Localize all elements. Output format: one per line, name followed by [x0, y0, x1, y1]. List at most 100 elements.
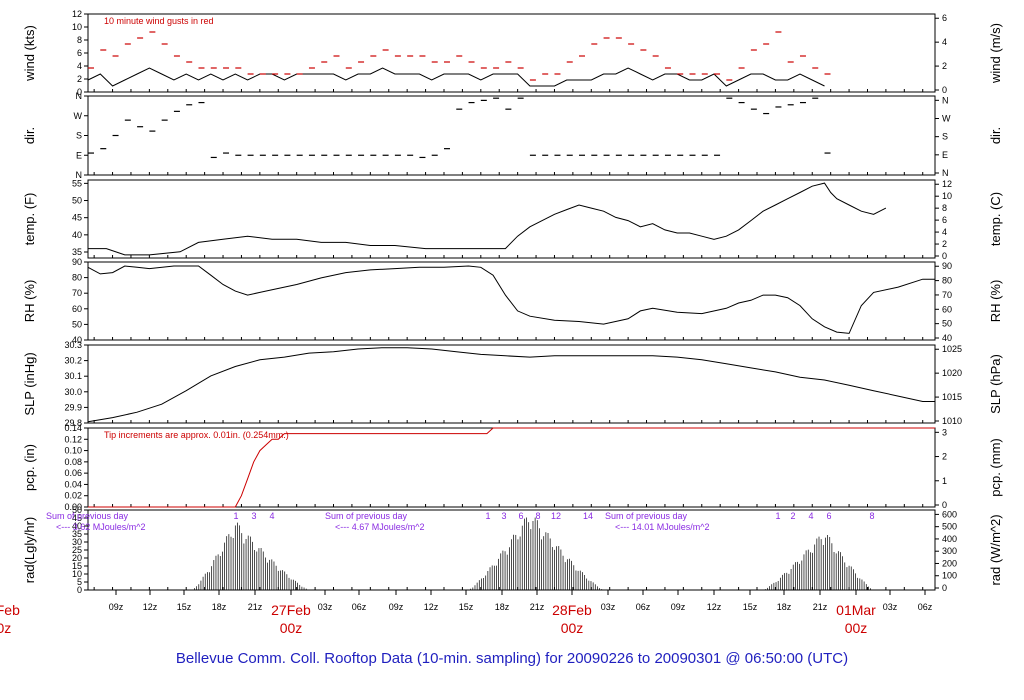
ytick-label-left-wind: 8: [77, 35, 82, 45]
day-sublabel: 00z: [845, 620, 868, 636]
ytick-label-right-temp: 10: [942, 191, 952, 201]
ytick-label-left-rh: 90: [72, 257, 82, 267]
ytick-label-left-pcp: 0.08: [64, 457, 82, 467]
ytick-label-left-pcp: 0.02: [64, 491, 82, 501]
ytick-label-right-slp: 1015: [942, 392, 962, 402]
ytick-label-right-wind: 2: [942, 61, 947, 71]
ytick-label-left-pcp: 0.10: [64, 446, 82, 456]
ytick-label-left-slp: 29.8: [64, 418, 82, 428]
ytick-label-left-dir: S: [76, 131, 82, 141]
ytick-label-left-rh: 80: [72, 273, 82, 283]
ytick-label-left-slp: 29.9: [64, 402, 82, 412]
xtick-label: 06z: [918, 602, 933, 612]
ytick-label-right-rad: 500: [942, 522, 957, 532]
rad-hour-mark: 1: [485, 511, 490, 521]
ylabel-right-dir: dir.: [988, 127, 1003, 144]
ylabel-left-dir: dir.: [22, 127, 37, 144]
ytick-label-left-wind: 12: [72, 9, 82, 19]
series-line-wind-0: [87, 67, 825, 87]
panel-frame-rh: [87, 261, 936, 341]
rad-hour-mark: 14: [583, 511, 593, 521]
ytick-label-right-rh: 70: [942, 290, 952, 300]
rad-hour-mark: 8: [535, 511, 540, 521]
ytick-label-left-rh: 60: [72, 304, 82, 314]
ylabel-left-wind: wind (kts): [22, 25, 37, 82]
ytick-label-left-temp: 55: [72, 178, 82, 188]
ytick-label-left-pcp: 0.06: [64, 468, 82, 478]
ylabel-right-rad: rad (W/m^2): [988, 514, 1003, 585]
ytick-label-left-slp: 30.3: [64, 340, 82, 350]
rad-annotation-title: Sum of previous day: [605, 511, 688, 521]
rad-hour-mark: 8: [869, 511, 874, 521]
ytick-label-right-pcp: 3: [942, 427, 947, 437]
xtick-label: 06z: [352, 602, 367, 612]
series-line-temp-0: [88, 182, 887, 256]
ytick-label-right-dir: W: [942, 113, 951, 123]
ytick-label-right-temp: 2: [942, 239, 947, 249]
ytick-label-right-temp: 8: [942, 203, 947, 213]
ylabel-left-temp: temp. (F): [22, 193, 37, 246]
ytick-label-right-dir: N: [942, 168, 949, 178]
series-line-slp-0: [87, 347, 935, 423]
day-label: 27Feb: [271, 602, 311, 618]
xtick-label: 15z: [177, 602, 192, 612]
xtick-label: 15z: [743, 602, 758, 612]
rad-hour-mark: 6: [826, 511, 831, 521]
panel-frame-slp: [87, 344, 936, 424]
series-line-pcp-0: [88, 427, 935, 508]
ytick-label-right-rad: 100: [942, 571, 957, 581]
ytick-label-left-rad: 45: [72, 513, 82, 523]
ytick-label-left-slp: 30.2: [64, 356, 82, 366]
ytick-label-right-slp: 1010: [942, 416, 962, 426]
ytick-label-right-dir: S: [942, 132, 948, 142]
ytick-label-right-rad: 0: [942, 583, 947, 593]
panel-frame-wind: [87, 13, 936, 93]
rad-annotation-sum: <--- 14.01 MJoules/m^2: [615, 522, 710, 532]
ytick-label-left-dir: W: [74, 111, 83, 121]
ytick-label-left-dir: N: [76, 170, 83, 180]
rad-hour-mark: 6: [518, 511, 523, 521]
xtick-label: 03z: [318, 602, 333, 612]
ytick-label-left-rad: 50: [72, 505, 82, 515]
ytick-label-right-dir: E: [942, 150, 948, 160]
ytick-label-left-rh: 40: [72, 335, 82, 345]
ylabel-right-slp: SLP (hPa): [988, 354, 1003, 414]
ytick-label-left-rad: 40: [72, 521, 82, 531]
day-label: 28Feb: [552, 602, 592, 618]
rad-hour-mark: 12: [551, 511, 561, 521]
ytick-label-left-slp: 30.0: [64, 387, 82, 397]
xtick-label: 21z: [530, 602, 545, 612]
ytick-label-right-slp: 1020: [942, 368, 962, 378]
xtick-label: 18z: [777, 602, 792, 612]
ytick-label-left-dir: E: [76, 150, 82, 160]
rad-hour-mark: 1: [775, 511, 780, 521]
ylabel-left-rh: RH (%): [22, 280, 37, 323]
xtick-label: 12z: [143, 602, 158, 612]
rad-hour-mark: 3: [251, 511, 256, 521]
day-sublabel: 00z: [280, 620, 303, 636]
ytick-label-left-wind: 6: [77, 48, 82, 58]
panel-frame-dir: [87, 95, 936, 176]
ytick-label-right-rh: 40: [942, 333, 952, 343]
ytick-label-right-wind: 0: [942, 85, 947, 95]
ytick-label-left-rad: 5: [77, 577, 82, 587]
ytick-label-left-temp: 35: [72, 247, 82, 257]
xtick-label: 15z: [459, 602, 474, 612]
xtick-label: 03z: [883, 602, 898, 612]
xtick-label: 18z: [495, 602, 510, 612]
ylabel-right-temp: temp. (C): [988, 192, 1003, 246]
ytick-label-right-pcp: 1: [942, 476, 947, 486]
rad-hour-mark: 3: [501, 511, 506, 521]
ytick-label-right-wind: 4: [942, 37, 947, 47]
ytick-label-right-wind: 6: [942, 13, 947, 23]
footer-title: Bellevue Comm. Coll. Rooftop Data (10-mi…: [175, 650, 849, 667]
xtick-label: 18z: [212, 602, 227, 612]
ytick-label-left-slp: 30.1: [64, 371, 82, 381]
xtick-label: 12z: [707, 602, 722, 612]
ytick-label-left-rh: 70: [72, 288, 82, 298]
ylabel-left-slp: SLP (inHg): [22, 352, 37, 415]
ytick-label-left-rad: 25: [72, 545, 82, 555]
ytick-label-left-rad: 0: [77, 585, 82, 595]
ytick-label-left-wind: 0: [77, 87, 82, 97]
